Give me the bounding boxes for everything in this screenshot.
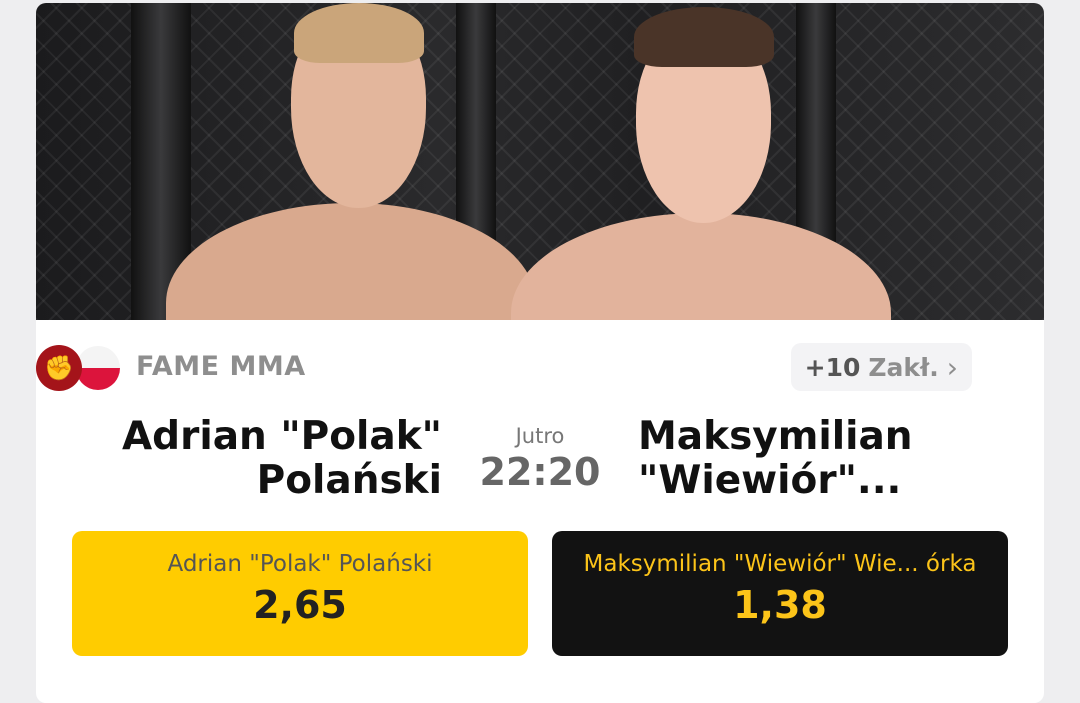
away-name-line2: "Wiewiór"... [638, 458, 902, 503]
event-time: Jutro 22:20 [468, 424, 612, 494]
home-name-line2: Polański [256, 458, 442, 503]
away-name-line1: Maksymilian [638, 414, 913, 459]
poland-flag-icon [76, 346, 120, 390]
odd-label: Adrian "Polak" Polański [167, 551, 433, 577]
chevron-right-icon: › [946, 350, 958, 384]
league-row: ✊ FAME MMA +10 Zakł. › [36, 343, 972, 393]
home-fighter-name: Adrian "Polak" Polański [82, 415, 442, 503]
odd-label: Maksymilian "Wiewiór" Wie... órka [583, 551, 977, 577]
away-fighter-name: Maksymilian "Wiewiór"... [638, 415, 968, 503]
fist-icon: ✊ [36, 345, 82, 391]
odd-button-home[interactable]: Adrian "Polak" Polański 2,65 [72, 531, 528, 656]
fighters-image [36, 3, 1044, 320]
event-clock: 22:20 [479, 450, 601, 494]
odd-value: 2,65 [253, 583, 347, 627]
league-name: FAME MMA [136, 351, 306, 382]
odd-value: 1,38 [733, 583, 827, 627]
odd-button-away[interactable]: Maksymilian "Wiewiór" Wie... órka 1,38 [552, 531, 1008, 656]
home-name-line1: Adrian "Polak" [122, 414, 442, 459]
more-bets-button[interactable]: +10 Zakł. › [790, 343, 972, 391]
more-bets-count: +10 [804, 352, 861, 382]
event-day: Jutro [515, 424, 565, 448]
more-bets-label: Zakł. [868, 352, 939, 382]
